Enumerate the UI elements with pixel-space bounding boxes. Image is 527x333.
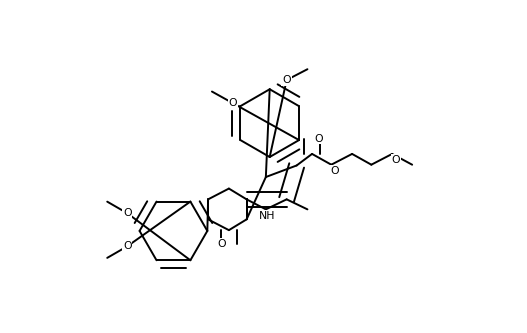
Text: O: O: [331, 166, 339, 176]
Text: O: O: [123, 241, 132, 251]
Text: O: O: [217, 239, 226, 249]
Text: O: O: [123, 208, 132, 218]
Text: O: O: [228, 98, 237, 108]
Text: O: O: [392, 155, 401, 165]
Text: O: O: [315, 134, 323, 144]
Text: NH: NH: [259, 210, 276, 220]
Text: O: O: [282, 75, 291, 85]
